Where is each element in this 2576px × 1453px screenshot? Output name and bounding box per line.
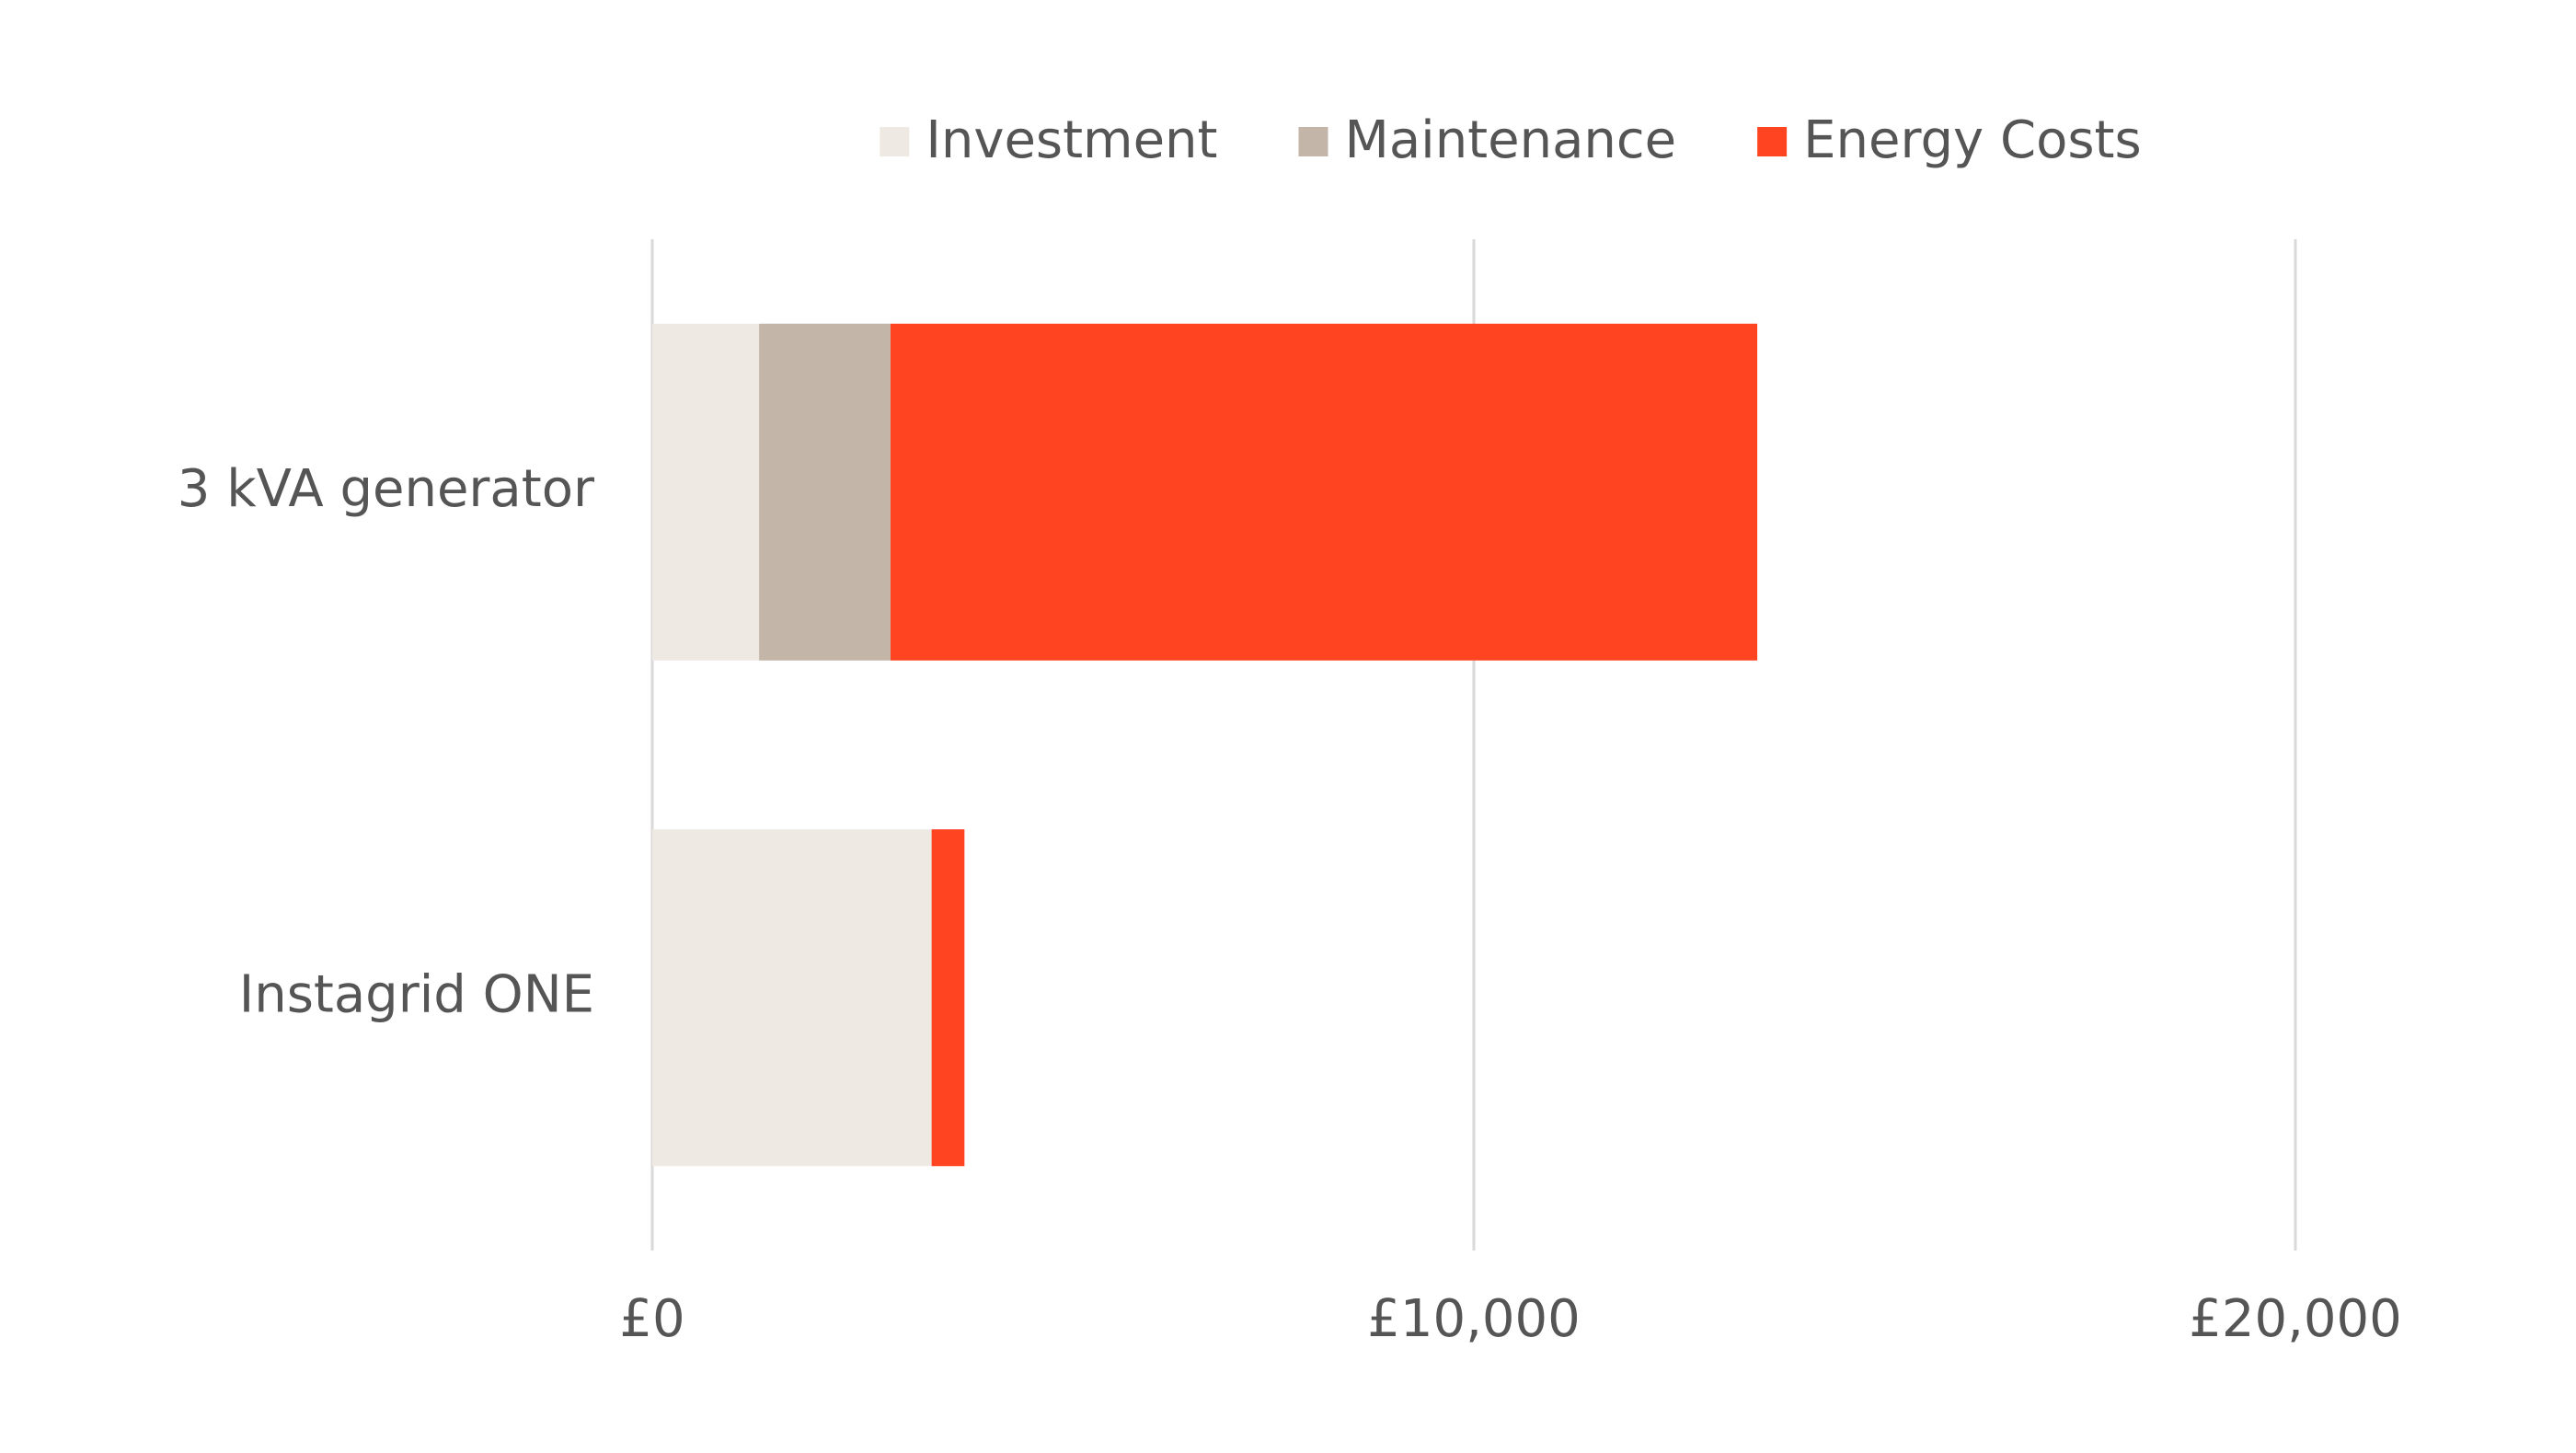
- bar-segment: [652, 323, 760, 661]
- legend-label: Maintenance: [1345, 110, 1677, 170]
- x-tick-label: £20,000: [2189, 1289, 2402, 1349]
- bar-segment: [652, 829, 932, 1167]
- legend-swatch: [880, 127, 910, 156]
- legend-swatch: [1757, 127, 1788, 156]
- bar-segment: [890, 323, 1758, 661]
- x-tick-label: £0: [619, 1289, 684, 1349]
- legend-label: Energy Costs: [1803, 110, 2142, 170]
- legend-label: Investment: [926, 110, 1217, 170]
- y-tick-label: Instagrid ONE: [239, 964, 594, 1024]
- bar-segment: [759, 323, 891, 661]
- legend-swatch: [1298, 127, 1328, 156]
- bar-segment: [931, 829, 965, 1167]
- y-tick-label: 3 kVA generator: [178, 459, 595, 519]
- x-tick-label: £10,000: [1367, 1289, 1581, 1349]
